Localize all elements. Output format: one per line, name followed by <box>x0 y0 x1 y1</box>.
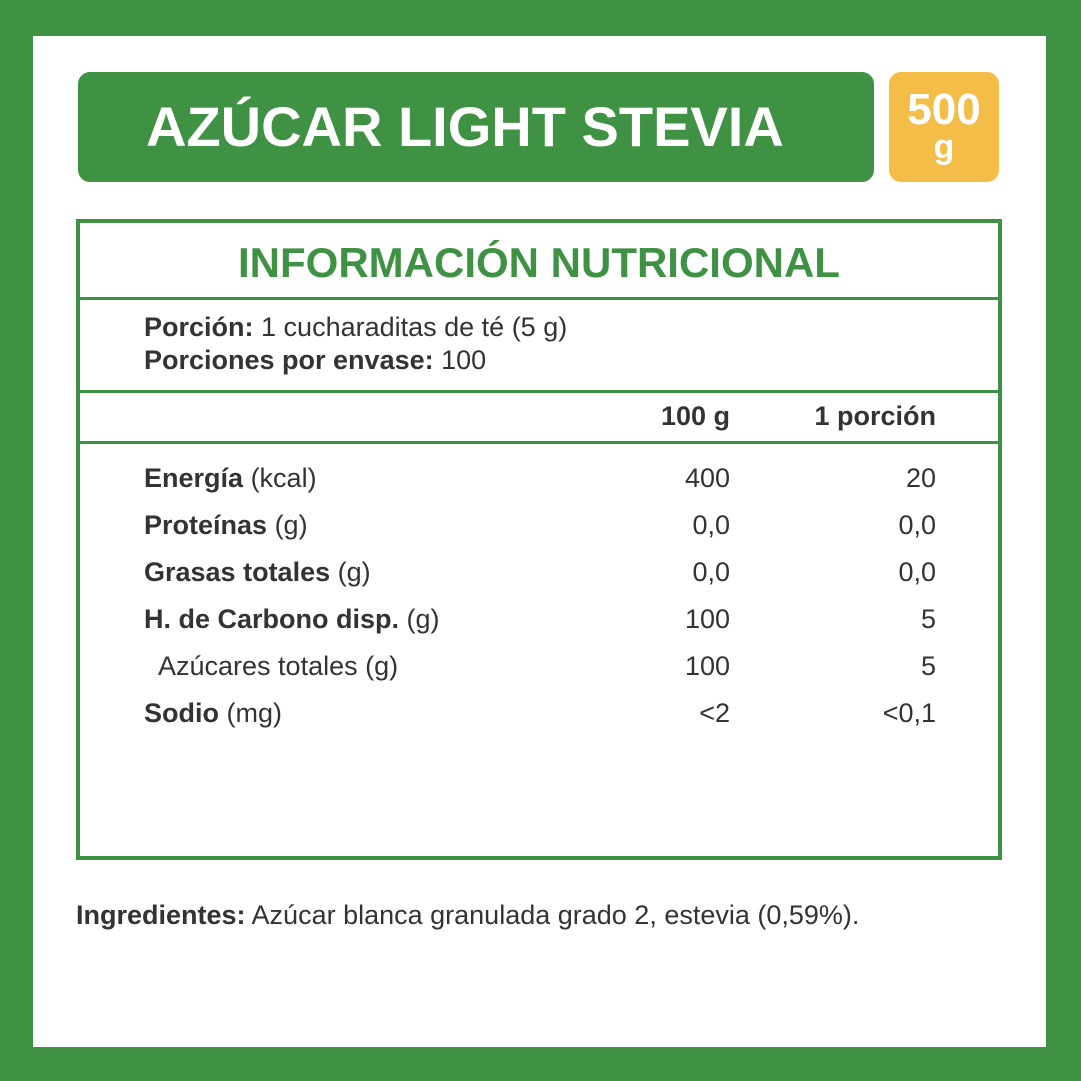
nutrient-row: H. de Carbono disp. (g) 100 5 <box>80 604 998 644</box>
serving-size: Porción: 1 cucharaditas de té (5 g) <box>144 312 567 343</box>
nutrient-value-portion: 5 <box>920 604 936 634</box>
column-header-portion: 1 porción <box>814 401 936 431</box>
nutrient-unit: (g) <box>274 510 308 540</box>
nutrient-label: Sodio (mg) <box>144 698 282 729</box>
nutrient-value-100g: 400 <box>684 463 730 493</box>
serving-size-label: Porción: <box>144 312 254 342</box>
nutrient-value-portion: 20 <box>905 463 936 493</box>
nutrient-name: Sodio <box>144 698 219 728</box>
weight-unit: g <box>933 128 955 166</box>
ingredients-text: Azúcar blanca granulada grado 2, estevia… <box>251 900 860 930</box>
nutrient-value-100g: <2 <box>699 698 730 728</box>
nutrient-label: Energía (kcal) <box>144 463 317 494</box>
ingredients-label: Ingredientes: <box>76 900 246 930</box>
nutrient-row: Grasas totales (g) 0,0 0,0 <box>80 557 998 597</box>
nutrient-name: Grasas totales <box>144 557 331 587</box>
nutrient-value-100g: 100 <box>684 604 730 634</box>
weight-badge: 500 g <box>889 72 999 182</box>
nutrient-unit: (g) <box>406 604 440 634</box>
nutrient-value-portion: 0,0 <box>898 510 936 540</box>
nutrient-label: Grasas totales (g) <box>144 557 371 588</box>
servings-value: 100 <box>441 345 487 375</box>
column-header-100g: 100 g <box>660 401 730 431</box>
nutrient-name: Energía <box>144 463 244 493</box>
nutrient-name: H. de Carbono disp. <box>144 604 400 634</box>
nutrient-unit: Azúcares totales (g) <box>158 651 399 681</box>
nutrition-title: INFORMACIÓN NUTRICIONAL <box>80 223 998 300</box>
nutrient-value-100g: 100 <box>684 651 730 681</box>
label-background <box>33 36 1046 1047</box>
servings-label: Porciones por envase: <box>144 345 434 375</box>
nutrient-row: Energía (kcal) 400 20 <box>80 463 998 503</box>
ingredients: Ingredientes: Azúcar blanca granulada gr… <box>76 900 859 931</box>
nutrient-value-100g: 0,0 <box>692 557 730 587</box>
nutrient-label: H. de Carbono disp. (g) <box>144 604 440 635</box>
product-title: AZÚCAR LIGHT STEVIA <box>78 72 874 182</box>
nutrient-value-portion: 0,0 <box>898 557 936 587</box>
nutrient-label: Azúcares totales (g) <box>158 651 398 682</box>
servings-per-container: Porciones por envase: 100 <box>144 345 486 376</box>
nutrient-unit: (kcal) <box>250 463 317 493</box>
nutrient-value-100g: 0,0 <box>692 510 730 540</box>
nutrient-unit: (g) <box>337 557 371 587</box>
column-header-row: 100 g 1 porción <box>80 393 998 444</box>
nutrient-row: Sodio (mg) <2 <0,1 <box>80 698 998 738</box>
nutrient-value-portion: 5 <box>920 651 936 681</box>
nutrient-value-portion: <0,1 <box>882 698 936 728</box>
weight-value: 500 <box>907 85 981 134</box>
nutrient-name: Proteínas <box>144 510 268 540</box>
nutrient-unit: (mg) <box>226 698 283 728</box>
serving-size-value: 1 cucharaditas de té (5 g) <box>261 312 568 342</box>
nutrient-row: Azúcares totales (g) 100 5 <box>80 651 998 691</box>
nutrient-row: Proteínas (g) 0,0 0,0 <box>80 510 998 550</box>
serving-info: Porción: 1 cucharaditas de té (5 g) Porc… <box>80 300 998 393</box>
nutrient-label: Proteínas (g) <box>144 510 308 541</box>
nutrition-table: INFORMACIÓN NUTRICIONAL Porción: 1 cucha… <box>76 219 1002 860</box>
